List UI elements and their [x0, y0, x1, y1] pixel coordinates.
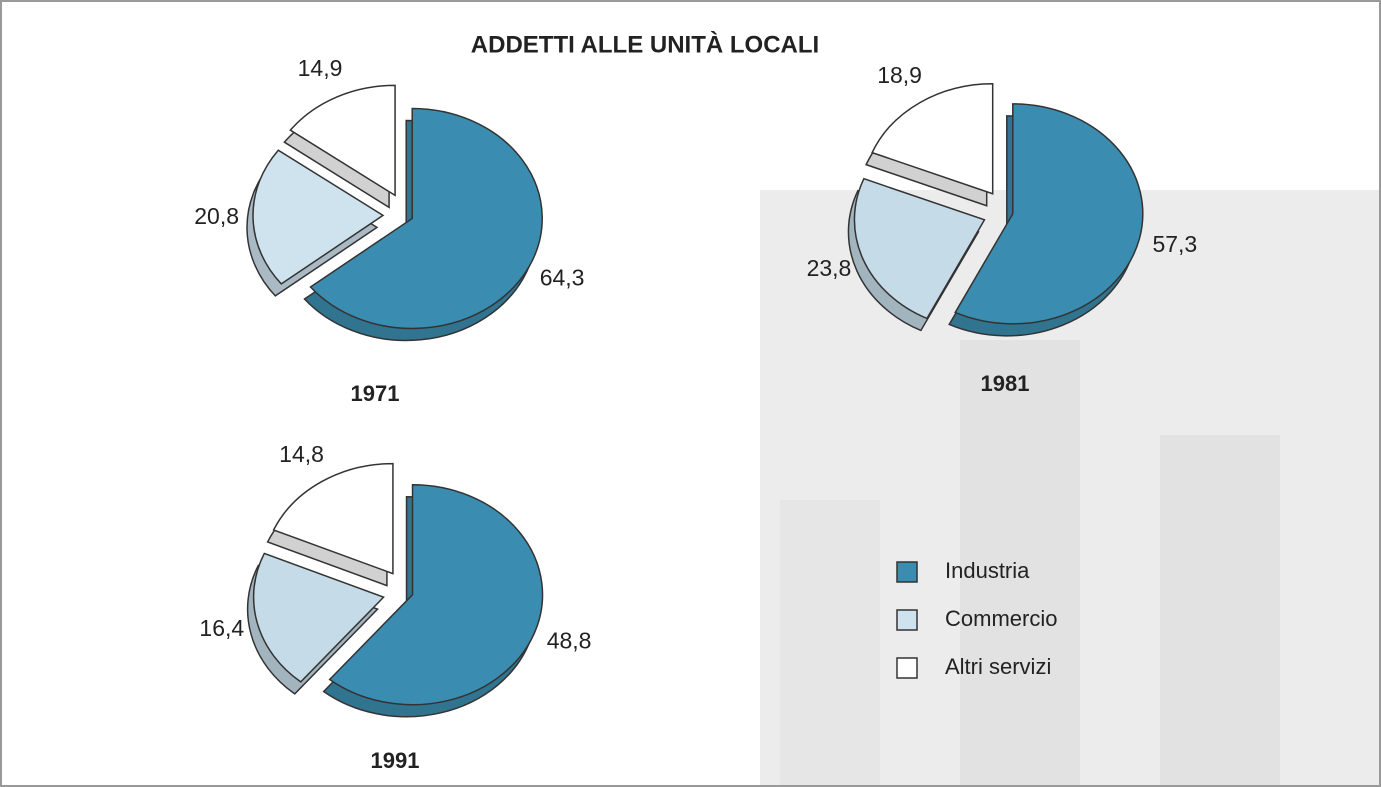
legend-swatch: [896, 609, 918, 631]
value-label: 14,8: [279, 441, 324, 467]
slice: [309, 107, 543, 330]
value-label: 23,8: [807, 255, 852, 281]
slice: [954, 103, 1144, 325]
legend-label: Commercio: [945, 606, 1057, 631]
slice: [328, 483, 544, 706]
value-label: 18,9: [877, 62, 922, 88]
chart-title: ADDETTI ALLE UNITÀ LOCALI: [471, 30, 819, 58]
legend-label: Altri servizi: [945, 654, 1051, 679]
value-label: 57,3: [1152, 231, 1197, 257]
value-label: 20,8: [194, 203, 239, 229]
slice: [289, 84, 396, 197]
legend-swatch: [896, 657, 918, 679]
pie-title: 1981: [981, 371, 1030, 396]
legend: Industria Commercio Altri servizi: [896, 558, 1057, 679]
pie-title: 1971: [351, 381, 400, 406]
background-shape: [1160, 435, 1280, 787]
legend-label: Industria: [945, 558, 1030, 583]
slice: [272, 462, 394, 575]
slice: [252, 149, 385, 285]
value-label: 48,8: [547, 627, 592, 653]
value-label: 14,9: [298, 55, 343, 81]
background-shape: [960, 340, 1080, 787]
slice: [252, 552, 385, 683]
legend-swatch: [896, 561, 918, 583]
value-label: 16,4: [199, 615, 244, 641]
slice: [853, 177, 986, 320]
slice: [871, 83, 994, 195]
pie-title: 1991: [371, 748, 420, 773]
background-shape: [780, 500, 880, 787]
value-label: 64,3: [540, 265, 585, 291]
